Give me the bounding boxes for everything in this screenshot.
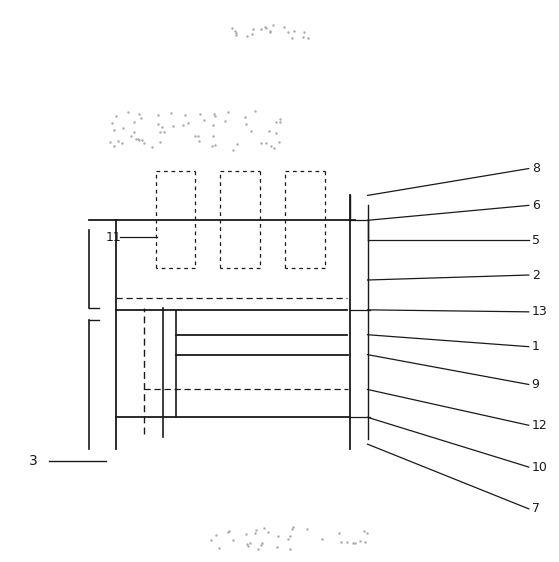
Text: 3: 3 [29, 454, 38, 468]
Text: 8: 8 [532, 162, 540, 175]
Text: 7: 7 [532, 502, 540, 515]
Text: 2: 2 [532, 269, 539, 282]
Text: 1: 1 [532, 340, 539, 353]
Text: 13: 13 [532, 305, 547, 318]
Text: 6: 6 [532, 199, 539, 212]
Text: 10: 10 [532, 461, 548, 474]
Text: 5: 5 [532, 234, 540, 247]
Text: 12: 12 [532, 419, 547, 432]
Text: 9: 9 [532, 378, 539, 391]
Text: 11: 11 [106, 231, 122, 244]
